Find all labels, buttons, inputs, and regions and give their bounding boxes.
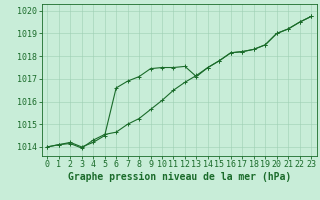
X-axis label: Graphe pression niveau de la mer (hPa): Graphe pression niveau de la mer (hPa) bbox=[68, 172, 291, 182]
